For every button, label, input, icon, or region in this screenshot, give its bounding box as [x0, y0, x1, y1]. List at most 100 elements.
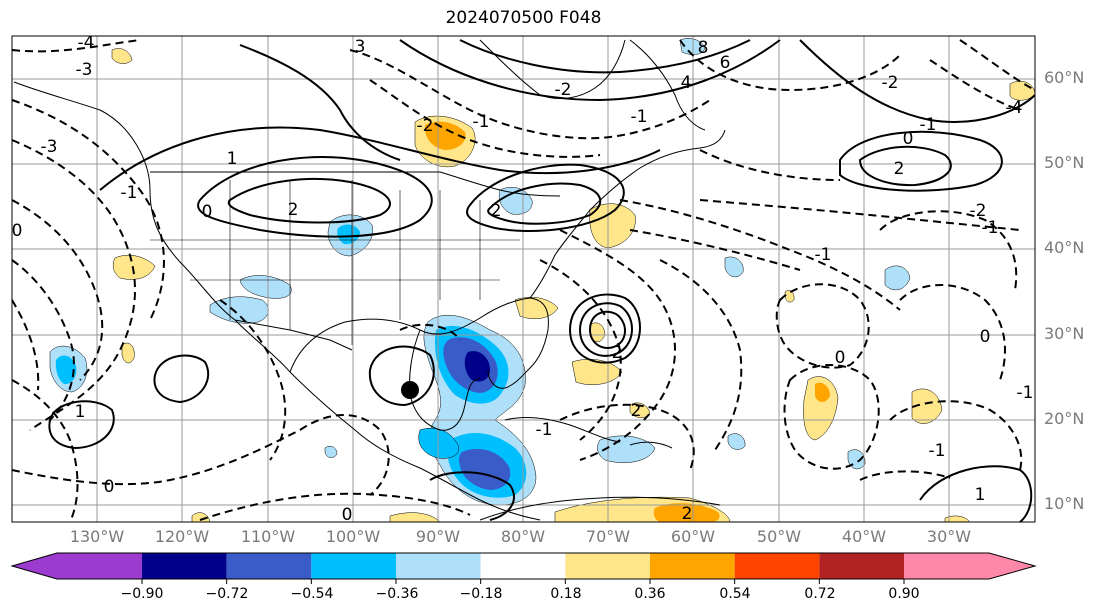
- lon-label-70w: 70°W: [585, 527, 631, 546]
- yellow-small-patch-2: [784, 290, 795, 303]
- contour-solid-10: [858, 145, 952, 187]
- lon-label-130w: 130°W: [69, 527, 125, 546]
- contour-dashed-21: [859, 470, 951, 481]
- contour-south-solid: [429, 471, 515, 521]
- colorbar-tick: −0.18: [459, 586, 503, 602]
- contour-label: -1: [1017, 383, 1034, 403]
- contour-dashed-28: [559, 403, 695, 471]
- north-america-west-coast: [13, 81, 541, 521]
- contour-dashed-11: [559, 229, 676, 461]
- contour-dashed-9: [349, 49, 711, 140]
- contour-dashed-22: [679, 39, 901, 92]
- yellow-pacific-patch-3: [121, 342, 135, 364]
- colorbar-extend-low: [12, 553, 57, 579]
- blue-atlantic-patch: [724, 256, 744, 278]
- gulf-coast: [289, 297, 549, 389]
- state-borders: [150, 180, 520, 345]
- contour-dashed-16: [775, 283, 870, 369]
- contour-label: 0: [202, 202, 213, 222]
- contour-atlantic-high-3: [588, 310, 626, 349]
- contour-dashed-3: [11, 259, 75, 421]
- contour-label: -2: [555, 80, 572, 100]
- dashed-contours: [11, 39, 1036, 523]
- colorbar-bin: [734, 553, 820, 579]
- contour-label: -1: [473, 112, 490, 132]
- contour-east-solid: [919, 465, 1033, 523]
- contour-label: 1: [227, 149, 238, 169]
- contour-dashed-30: [929, 59, 1021, 111]
- contour-label: 2: [612, 343, 623, 363]
- contour-dashed-7: [11, 429, 301, 486]
- contour-label: 1: [975, 485, 986, 505]
- contour-dashed-19: [899, 284, 1006, 381]
- lon-label-60w: 60°W: [670, 527, 716, 546]
- colorbar-tick: −0.36: [375, 586, 419, 602]
- lon-label-100w: 100°W: [325, 527, 381, 546]
- contour-dashed-18: [879, 210, 1018, 291]
- lat-label-50n: 50°N: [1044, 153, 1085, 172]
- contour-dashed-24: [699, 199, 1021, 231]
- hispaniola-coast: [629, 441, 673, 449]
- contour-solid-3: [466, 163, 625, 232]
- contour-dashed-6: [11, 379, 79, 523]
- yellow-east-atlantic-patch-2: [911, 388, 943, 424]
- blue-small-patch: [324, 446, 338, 458]
- blue-caribbean-core: [458, 448, 511, 490]
- south-america-coast: [479, 496, 721, 521]
- contour-dashed-25: [399, 323, 461, 341]
- contour-label: -1: [982, 218, 999, 238]
- contour-label: -3: [41, 137, 58, 157]
- contour-label: 0: [104, 477, 115, 497]
- contour-dashed-12: [539, 259, 622, 441]
- colorbar-tick: −0.54: [290, 586, 334, 602]
- contour-label: 0: [835, 348, 846, 368]
- contour-label: -1: [121, 183, 138, 203]
- colorbar-bin: [226, 553, 312, 579]
- contour-label: -1: [920, 115, 937, 135]
- colorbar-bin: [819, 553, 904, 579]
- lon-label-30w: 30°W: [926, 527, 972, 546]
- contour-label: -1: [815, 245, 832, 265]
- contour-dashed-20: [889, 400, 1023, 471]
- contour-solid-7: [399, 39, 781, 102]
- lat-label-40n: 40°N: [1044, 238, 1085, 257]
- contour-label: -1: [536, 420, 553, 440]
- contour-label: -1: [631, 107, 648, 127]
- orange-canada-core: [424, 121, 466, 150]
- contour-solid-5: [99, 126, 661, 191]
- contour-label: 0: [980, 327, 991, 347]
- contour-label: 8: [698, 38, 709, 58]
- contour-label: 0: [342, 505, 353, 525]
- contour-label: 3: [355, 37, 366, 57]
- blue-pacific-core: [55, 355, 77, 385]
- orange-south-core: [653, 503, 720, 522]
- contour-dashed-10: [369, 79, 601, 158]
- contour-dashed-8: [199, 492, 471, 521]
- solid-contours: [48, 39, 1036, 523]
- contour-dashed-29: [11, 39, 141, 53]
- colorbar-tick: −0.90: [120, 586, 164, 602]
- contour-dashed-26: [299, 414, 390, 496]
- lon-label-110w: 110°W: [240, 527, 296, 546]
- contour-dashed-17: [783, 364, 880, 470]
- colorbar-extend-high: [989, 553, 1035, 579]
- blue-atlantic-patch-2: [884, 265, 911, 291]
- yellow-newengland-patch: [589, 203, 636, 249]
- contour-solid-6: [239, 44, 401, 161]
- colorbar-bin: [142, 553, 227, 579]
- yellow-pacific-patch: [112, 255, 156, 280]
- map-title: 2024070500 F048: [445, 8, 602, 28]
- storm-center-marker: [401, 381, 419, 399]
- colorbar: [10, 552, 1037, 584]
- contour-label: 2: [491, 201, 502, 221]
- contour-dashed-15: [659, 259, 743, 451]
- lat-label-60n: 60°N: [1044, 68, 1085, 87]
- colorbar-tick: 0.36: [634, 586, 666, 602]
- colorbar-bin: [650, 553, 735, 579]
- orange-east-atlantic-core: [815, 382, 830, 402]
- contour-yucatan-circle: [368, 345, 435, 407]
- colorbar-bin: [565, 553, 650, 579]
- yellow-small-patch: [629, 402, 651, 418]
- colorbar-bin: [57, 553, 142, 579]
- contour-pacific-low: [153, 354, 210, 404]
